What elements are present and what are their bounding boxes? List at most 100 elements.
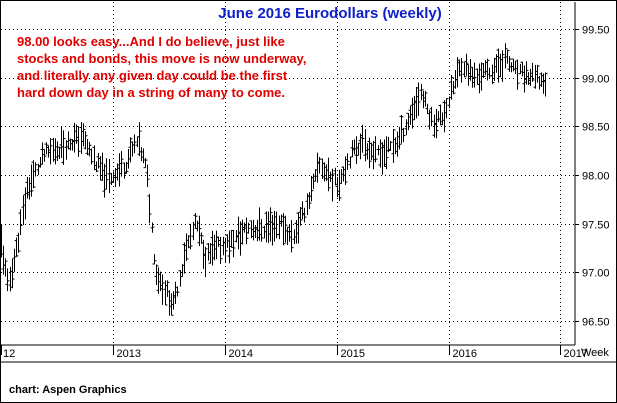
price-bar	[165, 280, 170, 297]
price-bar	[309, 175, 314, 202]
price-bar	[307, 192, 312, 210]
price-bar	[326, 157, 331, 192]
price-bar	[61, 130, 66, 165]
annotation-line: stocks and bonds, this move is now under…	[17, 51, 306, 66]
price-bar	[449, 74, 454, 100]
price-bar	[244, 217, 249, 245]
price-bar	[423, 90, 428, 107]
price-bar	[14, 237, 19, 257]
y-tick-label: 97.50	[582, 220, 610, 232]
price-bar	[33, 162, 38, 177]
price-bar	[137, 122, 142, 157]
price-bar	[163, 280, 168, 306]
price-bar	[119, 151, 124, 177]
y-tick-label: 96.50	[582, 317, 610, 329]
price-bar	[330, 168, 335, 202]
price-bar	[40, 142, 45, 165]
price-bar	[419, 84, 424, 101]
price-bar	[507, 56, 512, 72]
x-unit-label: Week	[581, 347, 609, 359]
price-bar	[154, 264, 159, 286]
price-bar	[10, 258, 15, 289]
price-bar	[89, 148, 94, 165]
price-bar	[343, 156, 348, 185]
annotation-line: 98.00 looks easy...And I do believe, jus…	[17, 34, 285, 49]
price-bar	[81, 123, 86, 147]
price-bar	[451, 80, 456, 95]
x-tick-label: 12	[3, 348, 15, 360]
price-bar	[246, 222, 251, 234]
price-bar	[360, 124, 365, 153]
x-tick-label: 2014	[229, 348, 253, 360]
x-tick-label: 2016	[453, 348, 477, 360]
x-tick-label: 2015	[341, 348, 365, 360]
price-bar	[150, 222, 155, 233]
price-bar	[175, 286, 180, 297]
price-bar	[289, 220, 294, 253]
price-bar	[44, 142, 49, 155]
price-bar	[388, 140, 393, 151]
y-tick-label: 98.50	[582, 122, 610, 134]
price-bar	[199, 232, 204, 244]
price-bar	[429, 106, 434, 127]
price-bar	[472, 62, 477, 88]
x-tick-label: 2017	[564, 348, 588, 360]
price-bar	[197, 215, 202, 247]
price-bar	[459, 57, 464, 83]
price-bar	[160, 274, 165, 305]
price-bar	[505, 49, 510, 64]
price-bar	[268, 207, 273, 242]
price-bar	[337, 169, 342, 202]
price-bar	[500, 50, 505, 82]
price-bar	[530, 62, 535, 82]
y-tick-label: 99.50	[582, 25, 610, 37]
price-bar	[16, 232, 21, 253]
price-bar	[515, 59, 520, 90]
price-bar	[104, 158, 109, 190]
y-axis-ticks: 99.50 99.00 98.50 98.00 97.50 97.00 96.50	[575, 25, 610, 329]
price-bar	[348, 156, 353, 169]
price-bar	[184, 233, 189, 261]
price-bar	[83, 131, 88, 150]
price-bar	[132, 134, 137, 154]
price-bar	[391, 129, 396, 163]
y-tick-label: 98.00	[582, 171, 610, 183]
price-bar	[203, 246, 208, 278]
price-bar	[259, 219, 264, 242]
price-bar	[231, 230, 236, 258]
price-bar	[302, 207, 307, 223]
price-bar	[384, 136, 389, 170]
price-bar	[42, 149, 47, 162]
price-bars	[0, 43, 548, 316]
price-bar	[281, 213, 286, 246]
price-bar	[5, 268, 10, 292]
y-tick-label: 99.00	[582, 74, 610, 86]
y-tick-label: 97.00	[582, 268, 610, 280]
chart-title: June 2016 Eurodollars (weekly)	[218, 5, 441, 22]
price-bar	[128, 137, 133, 163]
price-bar	[490, 64, 495, 85]
price-bar	[524, 61, 529, 85]
price-bar	[145, 164, 150, 188]
annotation-line: and literally any given day could be the…	[17, 68, 288, 83]
price-bar	[76, 126, 81, 157]
price-bar	[397, 126, 402, 150]
price-bar	[143, 157, 148, 169]
price-bar	[102, 163, 107, 198]
price-bar	[218, 236, 223, 264]
price-bar	[485, 58, 490, 81]
price-bar	[124, 161, 129, 174]
price-bar	[298, 207, 303, 226]
price-bar	[188, 223, 193, 250]
price-bar	[416, 82, 421, 117]
annotation-block: 98.00 looks easy...And I do believe, jus…	[17, 34, 306, 100]
price-bar	[367, 137, 372, 169]
price-bar	[535, 64, 540, 83]
price-bar	[147, 193, 152, 224]
price-bar	[12, 248, 17, 273]
price-bar	[29, 164, 34, 197]
annotation-line: hard down day in a string of many to com…	[17, 85, 285, 100]
price-bar	[462, 61, 467, 78]
price-bar	[434, 109, 439, 139]
price-bar	[503, 43, 508, 69]
